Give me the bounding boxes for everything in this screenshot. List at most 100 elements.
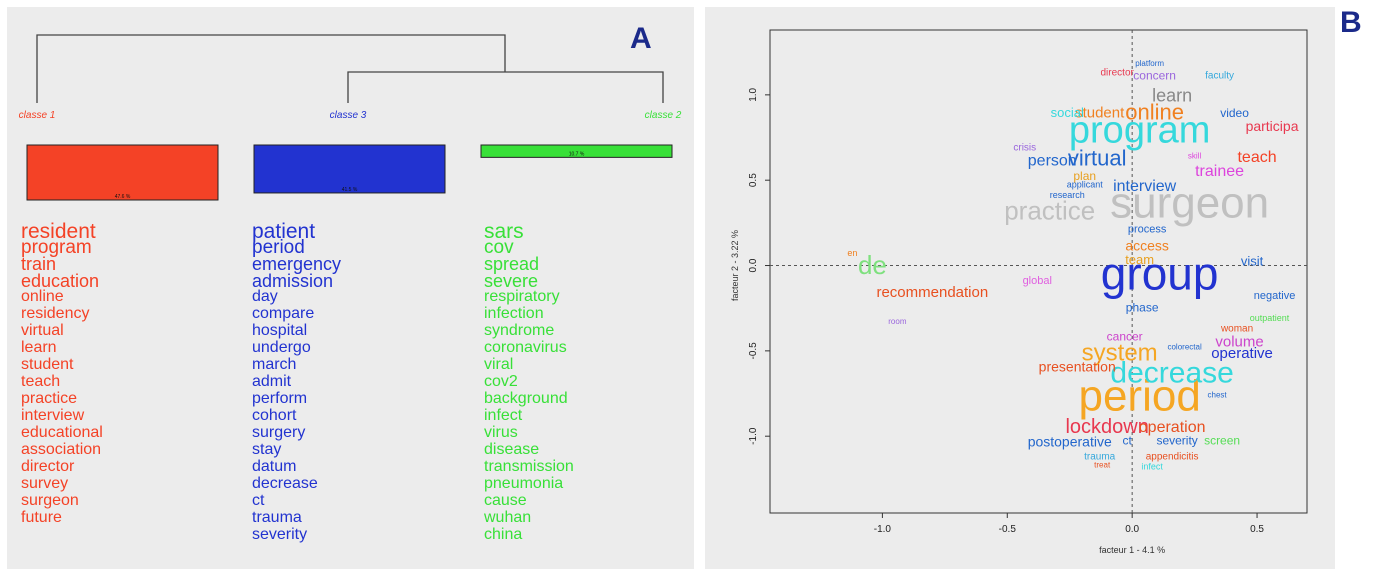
word-point: outpatient: [1250, 313, 1290, 323]
word-point: team: [1125, 252, 1154, 267]
x-axis-label: facteur 1 - 4.1 %: [1099, 545, 1165, 555]
word-point: program: [1069, 109, 1211, 151]
class-word: undergo: [252, 339, 311, 356]
class-label: classe 3: [330, 110, 367, 121]
class-word: future: [21, 509, 62, 526]
word-point: online: [1125, 99, 1184, 124]
class-word: emergency: [252, 254, 342, 274]
class-word: sars: [484, 220, 524, 243]
class-word: cov2: [484, 373, 518, 390]
class-word: residency: [21, 305, 90, 322]
word-point: interview: [1113, 178, 1177, 195]
word-point: ct: [1122, 433, 1132, 447]
plot-frame: [769, 29, 1308, 514]
class-word: severity: [252, 526, 308, 543]
word-point: applicant: [1067, 180, 1104, 190]
x-tick-label: 0.5: [1250, 524, 1264, 535]
word-point: learn: [1152, 85, 1192, 105]
class-word: educational: [21, 424, 103, 441]
class-word: background: [484, 390, 568, 407]
word-point: teach: [1237, 149, 1276, 166]
word-point: decrease: [1110, 357, 1233, 390]
word-point: director: [1100, 67, 1134, 78]
class-word: director: [21, 458, 75, 475]
word-point: visit: [1241, 254, 1264, 269]
class-word: period: [252, 237, 305, 258]
class-word: trauma: [252, 509, 302, 526]
dendrogram-sub-link: [347, 71, 664, 103]
word-point: de: [858, 250, 887, 280]
class-word: disease: [484, 441, 540, 458]
word-point: surgeon: [1110, 178, 1269, 227]
class-word: severe: [484, 271, 539, 291]
word-point: lockdown: [1065, 416, 1148, 438]
word-point: faculty: [1205, 71, 1234, 82]
word-point: group: [1101, 248, 1219, 300]
class-word: perform: [252, 390, 308, 407]
class-word: infect: [484, 407, 523, 424]
panel-label-b: B: [1340, 6, 1362, 39]
class-bar: [253, 144, 446, 194]
class-bar-label: 47.6 %: [115, 194, 131, 200]
word-point: virtual: [1068, 146, 1127, 171]
word-point: trauma: [1084, 451, 1116, 462]
word-point: video: [1220, 106, 1249, 120]
y-tick-label: 1.0: [748, 87, 759, 101]
word-point: access: [1125, 237, 1169, 253]
word-point: severity: [1156, 433, 1197, 447]
class-bar: [26, 144, 219, 201]
word-point: woman: [1220, 323, 1253, 334]
class-word: student: [21, 356, 74, 373]
word-point: en: [847, 248, 857, 258]
class-word: admission: [252, 271, 334, 291]
word-point: research: [1050, 190, 1085, 200]
class-word: education: [21, 271, 100, 291]
word-point: negative: [1254, 290, 1296, 302]
class-word: surgery: [252, 424, 306, 441]
class-word: learn: [21, 339, 57, 356]
class-label: classe 1: [19, 110, 56, 121]
class-word: admit: [252, 373, 292, 390]
class-word: teach: [21, 373, 61, 390]
word-point: period: [1078, 371, 1200, 420]
class-word: interview: [21, 407, 85, 424]
class-word: compare: [252, 305, 315, 322]
word-point: participa: [1246, 118, 1299, 134]
word-point: trainee: [1195, 163, 1244, 180]
class-word: patient: [252, 220, 316, 243]
class-word: respiratory: [484, 288, 560, 305]
word-point: practice: [1004, 195, 1095, 225]
class-word: transmission: [484, 458, 574, 475]
word-point: student: [1075, 105, 1125, 122]
class-word: stay: [252, 441, 282, 458]
x-tick-label: -0.5: [999, 524, 1017, 535]
word-point: treat: [1094, 460, 1111, 469]
class-word: viral: [484, 356, 514, 373]
class-word: ct: [252, 492, 265, 509]
word-point: social: [1051, 105, 1084, 120]
panel-a-background: [7, 7, 694, 569]
class-word: china: [484, 526, 523, 543]
word-point: concern: [1133, 68, 1176, 82]
class-bar-label: 41.5 %: [342, 187, 358, 193]
word-point: room: [888, 317, 907, 326]
y-tick-label: 0.0: [748, 258, 759, 272]
class-word: virtual: [21, 322, 64, 339]
class-word: coronavirus: [484, 339, 567, 356]
word-point: person: [1028, 153, 1077, 170]
class-word: program: [21, 237, 92, 258]
class-word: cohort: [252, 407, 297, 424]
class-word: online: [21, 288, 64, 305]
y-tick-label: -0.5: [748, 342, 759, 360]
class-word: association: [21, 441, 102, 458]
word-point: operative: [1211, 345, 1273, 362]
class-word: virus: [484, 424, 518, 441]
word-point: global: [1023, 275, 1052, 287]
word-point: volume: [1215, 333, 1263, 350]
y-axis-label: facteur 2 - 3.22 %: [730, 230, 740, 301]
y-tick-label: -1.0: [748, 427, 759, 445]
class-word: march: [252, 356, 297, 373]
word-point: presentation: [1039, 359, 1116, 375]
y-tick-label: 0.5: [748, 173, 759, 187]
